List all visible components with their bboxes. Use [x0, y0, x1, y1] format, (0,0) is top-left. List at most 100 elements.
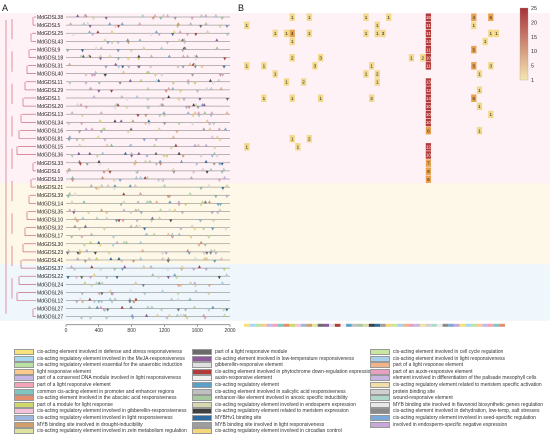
- category-strip-cell: [436, 323, 443, 327]
- row-background-bands: [0, 13, 550, 321]
- heatmap-cell: [488, 13, 494, 21]
- heatmap-cell-value: 1: [478, 128, 481, 133]
- motif-mark: [75, 103, 80, 107]
- motif-mark: [191, 170, 196, 174]
- category-strip-cell: [295, 323, 301, 327]
- legend-swatch: [14, 395, 34, 402]
- heatmap-cell: [244, 21, 250, 30]
- category-strip-cell: [482, 323, 488, 327]
- motif-mark: [223, 57, 227, 61]
- gene-label: MdGDSL41: [37, 258, 63, 264]
- motif-mark: [167, 95, 171, 99]
- motif-mark: [133, 162, 137, 166]
- heatmap-cell-value: 1: [274, 72, 277, 77]
- legend-swatch: [14, 349, 34, 355]
- motif-mark: [77, 227, 82, 231]
- gene-label: MdGDSL19: [37, 177, 63, 183]
- heatmap-cell-value: 11: [426, 47, 431, 52]
- motif-mark: [204, 159, 208, 163]
- motif-mark: [88, 25, 92, 29]
- motif-mark: [129, 143, 133, 147]
- row-band: [0, 183, 550, 192]
- phylogenetic-tree: [5, 16, 36, 318]
- motif-mark: [88, 240, 93, 244]
- motif-mark: [117, 65, 121, 69]
- heatmap-cell-value: 4: [473, 15, 476, 20]
- axis-tick-label: 800: [127, 328, 136, 334]
- heatmap-cell: [425, 110, 432, 119]
- color-scale-tick-label: 10: [531, 49, 537, 55]
- motif-mark: [70, 235, 74, 239]
- gene-label: MdGDSL31: [37, 64, 63, 70]
- category-strip-cell: [312, 323, 318, 327]
- motif-mark: [164, 251, 168, 255]
- motif-mark: [134, 281, 138, 285]
- motif-mark: [182, 97, 186, 101]
- gene-label: MdGDSL43: [37, 39, 63, 45]
- motif-mark: [113, 268, 117, 272]
- category-strip-cell: [272, 323, 279, 327]
- motif-mark: [198, 219, 203, 223]
- motif-mark: [197, 265, 202, 269]
- heatmap-cell-value: 1: [478, 72, 481, 77]
- motif-mark: [205, 170, 209, 174]
- heatmap-cell: [289, 54, 295, 62]
- motif-mark: [216, 203, 220, 207]
- motif-mark: [159, 308, 164, 312]
- motif-mark: [99, 208, 104, 212]
- category-strip-cell: [323, 323, 330, 327]
- legend-swatch: [14, 382, 34, 388]
- legend-swatch: [370, 375, 390, 382]
- category-strip-cell: [317, 323, 324, 327]
- motif-mark: [196, 143, 201, 147]
- motif-mark: [211, 81, 215, 85]
- motif-mark: [89, 184, 93, 188]
- heatmap-cell-value: 9: [427, 169, 430, 174]
- motif-mark: [122, 208, 126, 212]
- motif-mark: [107, 251, 111, 255]
- motif-mark: [176, 65, 180, 69]
- legend-label: cis-acting regulatory element involved i…: [215, 428, 342, 435]
- motif-mark: [96, 187, 100, 191]
- motif-mark: [108, 54, 112, 58]
- gene-label: MdGDSL81: [37, 137, 63, 143]
- legend-label: cis-acting regulatory element: [215, 382, 279, 388]
- motif-mark: [99, 111, 103, 115]
- motif-mark: [108, 170, 112, 174]
- motif-mark: [157, 127, 161, 131]
- axis-tick-label: 0: [65, 328, 68, 334]
- heatmap-cell-value: 6: [473, 96, 476, 101]
- motif-mark: [210, 135, 214, 139]
- category-strip-cell: [380, 323, 386, 327]
- heatmap-cell-value: 1: [484, 39, 487, 44]
- motif-mark: [168, 208, 172, 212]
- motif-mark: [121, 65, 125, 69]
- motif-mark: [108, 297, 112, 301]
- motif-mark: [193, 281, 197, 285]
- legend-label: part of a module for light response: [37, 401, 113, 408]
- gene-label: MdGDSL32: [37, 226, 63, 232]
- motif-mark: [126, 41, 131, 45]
- category-strip-cell: [363, 323, 369, 327]
- motif-mark: [166, 257, 171, 261]
- gene-label: MdGDSL35: [37, 209, 63, 215]
- heatmap-cell: [295, 143, 301, 151]
- heatmap-cell: [425, 118, 432, 127]
- panel-label-b: B: [238, 3, 244, 13]
- motif-mark: [142, 265, 146, 269]
- motif-mark: [89, 232, 94, 236]
- motif-mark: [73, 216, 77, 220]
- motif-mark: [95, 216, 99, 220]
- motif-mark: [218, 25, 222, 29]
- heatmap-cell: [244, 143, 250, 151]
- motif-mark: [142, 227, 147, 231]
- motif-mark: [129, 224, 133, 228]
- motif-mark: [74, 276, 79, 280]
- heatmap-cell: [374, 70, 380, 78]
- heatmap-cell-value: 1: [291, 39, 294, 44]
- motif-mark: [116, 49, 120, 53]
- motif-mark: [104, 65, 108, 69]
- heatmap-cell-value: 3: [314, 64, 317, 69]
- motif-mark: [155, 313, 160, 317]
- motif-mark: [191, 114, 195, 118]
